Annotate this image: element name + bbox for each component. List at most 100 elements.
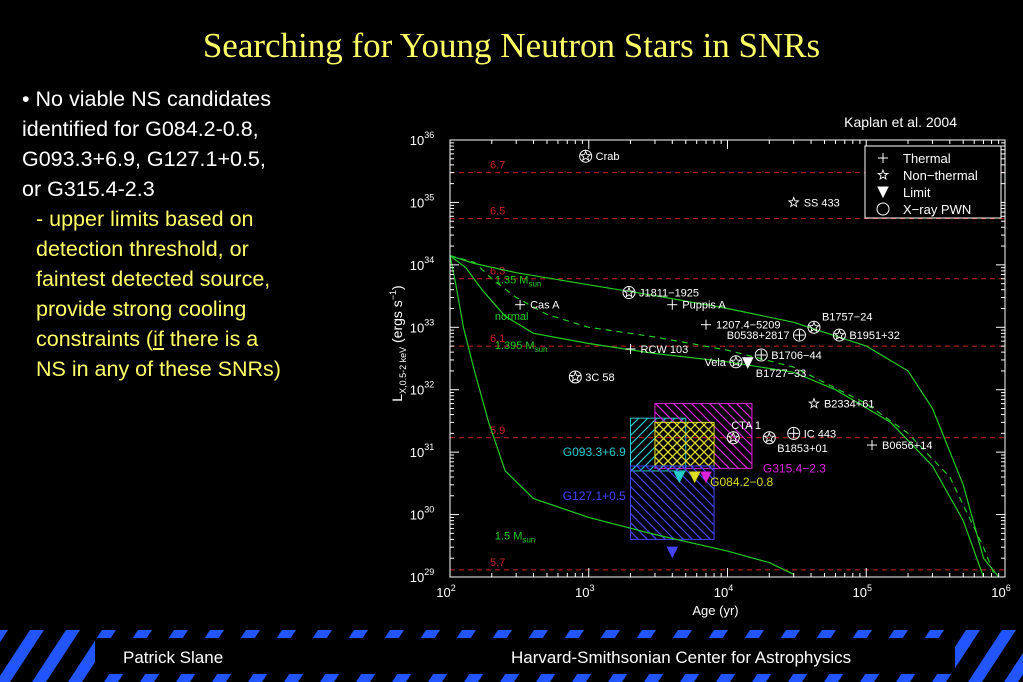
source-label: B1853+01 xyxy=(777,443,827,455)
source-marker xyxy=(754,348,768,362)
cooling-curve-label-sub: sun xyxy=(535,345,548,354)
footer-stripe xyxy=(968,630,1016,682)
chart-citation: Kaplan et al. 2004 xyxy=(844,114,957,130)
footer-author: Patrick Slane xyxy=(123,648,224,667)
source-marker xyxy=(701,319,712,330)
source-marker xyxy=(807,320,821,334)
bullet-text: there is a xyxy=(163,327,259,351)
source-label: B1951+32 xyxy=(849,330,899,342)
marker-circle xyxy=(754,348,768,362)
bullet-list: • No viable NS candidates identified for… xyxy=(22,84,372,384)
marker-triangle xyxy=(877,186,889,199)
upper-limit-marker xyxy=(688,471,701,484)
source-marker xyxy=(762,431,776,445)
source-label: Vela xyxy=(704,357,726,369)
cooling-curve xyxy=(450,255,1000,577)
cooling-curve-label: 1.395 Msun xyxy=(495,340,548,354)
snr-label: G127.1+0.5 xyxy=(563,489,626,503)
legend-symbol xyxy=(876,202,890,216)
y-tick-exponent: 36 xyxy=(424,130,434,140)
source-label: RCW 103 xyxy=(641,344,689,356)
upper-limit-marker xyxy=(673,471,686,484)
cooling-curve xyxy=(450,255,794,575)
snr-label: G315.4−2.3 xyxy=(763,461,826,475)
y-tick-label: 1036 xyxy=(410,130,434,148)
source-marker xyxy=(622,286,636,300)
y-axis-label-close: ) xyxy=(389,285,405,290)
marker-star xyxy=(876,168,890,181)
marker-star xyxy=(579,149,592,162)
source-label: B0538+2817 xyxy=(727,330,790,342)
source-marker xyxy=(866,440,877,451)
y-tick-exponent: 32 xyxy=(424,380,434,390)
source-marker xyxy=(832,328,846,342)
marker-triangle xyxy=(700,471,712,484)
y-tick-label: 1031 xyxy=(410,442,434,460)
bullet-line: constraints (if there is a xyxy=(36,324,372,354)
y-axis-label: LX,0.5-2 keV (ergs s−1) xyxy=(388,285,408,401)
source-marker xyxy=(729,355,743,369)
footer-institution: Harvard-Smithsonian Center for Astrophys… xyxy=(511,648,852,667)
x-tick-exponent: 4 xyxy=(728,583,733,593)
source-label: 1207.4−5209 xyxy=(716,320,781,332)
x-tick-exponent: 6 xyxy=(1006,583,1011,593)
x-tick-exponent: 5 xyxy=(867,583,872,593)
footer-band xyxy=(95,638,955,674)
legend-symbol xyxy=(876,168,890,181)
y-axis-label-unit: (ergs s xyxy=(389,300,405,347)
x-tick-label: 102 xyxy=(436,583,455,600)
legend-label: Limit xyxy=(903,185,931,200)
source-label: Crab xyxy=(596,151,620,163)
snr-label: G093.3+6.9 xyxy=(563,445,626,459)
temperature-label: 6.3 xyxy=(490,266,505,278)
temperature-label: 5.7 xyxy=(490,557,505,569)
upper-limit-marker xyxy=(700,471,712,484)
bullet-line: or G315.4-2.3 xyxy=(22,177,155,201)
source-label: SS 433 xyxy=(804,197,840,209)
y-tick-exponent: 33 xyxy=(424,317,434,327)
source-label: B1706−44 xyxy=(771,350,821,362)
y-tick-exponent: 29 xyxy=(424,567,434,577)
marker-triangle xyxy=(666,546,679,559)
source-label: J1811−1925 xyxy=(639,288,699,300)
source-label: CTA 1 xyxy=(731,420,761,432)
source-marker xyxy=(515,299,526,310)
source-marker xyxy=(792,328,806,342)
cooling-curve-label: normal xyxy=(495,311,529,323)
source-label: B1727−33 xyxy=(756,368,806,380)
source-marker xyxy=(741,357,754,369)
source-label: Puppis A xyxy=(682,300,726,312)
footer-stripes xyxy=(0,630,1023,682)
legend-symbol xyxy=(878,153,888,163)
y-tick-label: 1034 xyxy=(410,255,434,273)
bullet-line: detection threshold, or xyxy=(36,237,249,261)
temperature-label: 6.7 xyxy=(490,160,505,172)
x-tick-exponent: 2 xyxy=(451,583,456,593)
source-marker xyxy=(726,431,740,445)
marker-star xyxy=(622,286,635,298)
y-axis-label-sub: X,0.5-2 keV xyxy=(398,347,408,394)
cooling-curve-chart: Kaplan et al. 2004 6.7 6.5 6.3 6.1 5.9 5.7 G093… xyxy=(388,114,1011,618)
x-tick-label: 105 xyxy=(853,583,872,600)
marker-circle xyxy=(792,328,806,342)
y-tick-exponent: 30 xyxy=(424,505,434,515)
x-tick-label: 106 xyxy=(991,583,1010,600)
temperature-label: 6.1 xyxy=(490,333,505,345)
source-label: B0656+14 xyxy=(882,440,932,452)
bullet-line: • No viable NS candidates xyxy=(22,87,271,111)
bullet-line: NS in any of these SNRs) xyxy=(36,357,281,381)
legend-label: X−ray PWN xyxy=(903,202,971,217)
footer-stripe xyxy=(32,630,80,682)
marker-star xyxy=(729,355,742,367)
bullet-sub: - upper limits based on detection thresh… xyxy=(22,204,372,384)
y-axis-label-exp: −1 xyxy=(388,290,398,300)
source-label: 3C 58 xyxy=(585,372,614,384)
cooling-curve-label-sub: sun xyxy=(522,535,535,544)
temperature-label: 5.9 xyxy=(490,425,505,437)
cooling-curve-label: 1.5 Msun xyxy=(495,530,535,544)
footer-stripe xyxy=(0,630,44,682)
y-tick-label: 1032 xyxy=(410,380,434,398)
bullet-line: - upper limits based on xyxy=(36,207,254,231)
source-marker xyxy=(787,426,801,440)
temperature-label: 6.5 xyxy=(490,206,505,218)
